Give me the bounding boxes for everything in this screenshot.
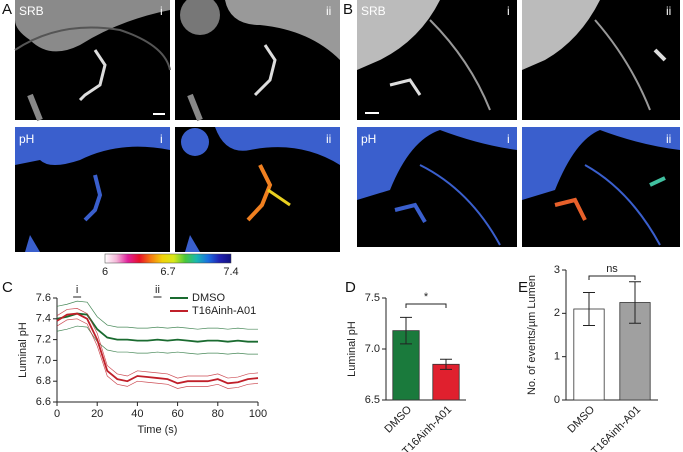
image-label: ii [666, 132, 671, 146]
y-tick-label: 7.0 [365, 343, 380, 355]
y-tick-label: 6.6 [36, 396, 51, 408]
y-tick-label: 3 [554, 264, 560, 276]
image-srb-a-i [14, 0, 171, 122]
y-tick-label: 6.8 [36, 375, 51, 387]
x-tick-label: T16Ainh-A01 [589, 404, 643, 452]
error-bar [629, 281, 641, 324]
image-ph-b-ii [522, 127, 680, 247]
y-axis-label: No. of events/µm Lumen [526, 275, 538, 395]
y-tick-label: 7.5 [365, 292, 380, 304]
panel-label: D [345, 279, 356, 296]
panel-label: A [2, 1, 12, 18]
x-tick-label: 100 [249, 408, 267, 420]
image-ph-a-i [15, 127, 170, 252]
image-label: ii [666, 4, 671, 18]
image-label: pH [19, 132, 34, 146]
y-axis-label: Luminal pH [346, 321, 358, 377]
image-label: i [160, 132, 163, 146]
image-label: SRB [361, 4, 386, 18]
y-tick-label: 2 [554, 307, 560, 319]
image-label: i [507, 4, 510, 18]
y-axis-label: Luminal pH [17, 322, 29, 378]
y-tick-label: 7.6 [36, 292, 51, 304]
y-tick-label: 6.5 [365, 394, 380, 406]
image-srb-b-i [357, 0, 517, 120]
x-tick-label: DMSO [565, 403, 597, 435]
x-tick-label: 60 [171, 408, 183, 420]
image-label: i [160, 4, 163, 18]
error-line [56, 308, 259, 379]
panel-label: B [343, 1, 353, 18]
significance-label: ns [606, 263, 618, 275]
y-tick-label: 7.4 [36, 313, 51, 325]
error-bar [583, 292, 595, 326]
x-tick-label: DMSO [382, 403, 414, 435]
x-tick-label: 0 [54, 408, 60, 420]
x-axis-label: Time (s) [138, 424, 178, 436]
significance-label: * [424, 291, 429, 303]
annotation: ii [155, 284, 160, 296]
line [56, 312, 259, 385]
y-tick-label: 7.0 [36, 354, 51, 366]
significance-bracket [588, 275, 636, 280]
legend-label: T16Ainh-A01 [192, 305, 256, 317]
colorbar [104, 253, 232, 264]
x-tick-label: 40 [131, 408, 143, 420]
panel-label: C [2, 279, 13, 296]
x-tick-label: 80 [212, 408, 224, 420]
y-tick-label: 7.2 [36, 334, 51, 346]
significance-bracket [405, 303, 447, 308]
panel-label: E [518, 279, 528, 296]
error-bar [440, 358, 452, 370]
colorbar-tick-label: 6 [102, 266, 108, 278]
image-srb-a-ii [175, 0, 340, 122]
image-label: i [507, 132, 510, 146]
annotation: i [76, 284, 78, 296]
colorbar-tick-label: 7.4 [223, 266, 238, 278]
image-label: ii [326, 132, 331, 146]
error-line [56, 318, 259, 389]
y-tick-label: 0 [554, 394, 560, 406]
image-label: ii [326, 4, 331, 18]
image-srb-b-ii [522, 0, 680, 120]
error-line [56, 300, 258, 330]
image-ph-a-ii [175, 127, 340, 252]
image-label: pH [361, 132, 376, 146]
image-ph-b-i [357, 127, 517, 247]
x-tick-label: 20 [91, 408, 103, 420]
error-bar [400, 316, 412, 345]
y-tick-label: 1 [554, 351, 560, 363]
colorbar-tick-label: 6.7 [160, 266, 175, 278]
legend-label: DMSO [192, 292, 225, 304]
image-label: SRB [19, 4, 44, 18]
